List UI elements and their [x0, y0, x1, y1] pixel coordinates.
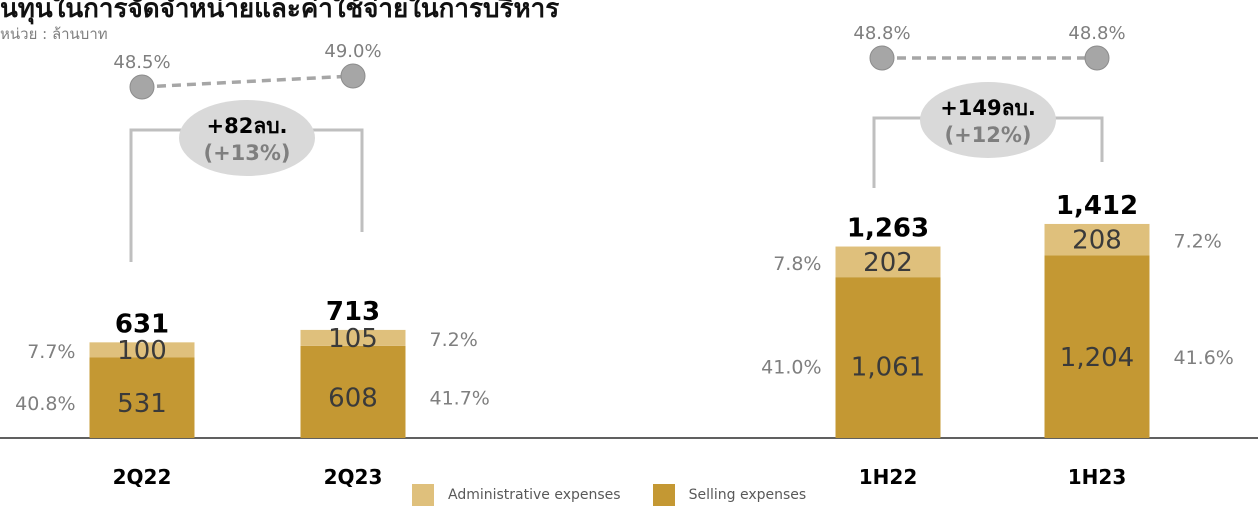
ratio-selling-1H22: 41.0%	[761, 357, 821, 379]
ratio-admin-1H22: 7.8%	[773, 253, 821, 275]
change-pct-0: (+13%)	[203, 141, 290, 165]
change-amount-0: +82ลบ.	[207, 114, 288, 138]
ratio-point-0-0	[129, 74, 155, 100]
tick-label-1H23: 1H23	[1068, 465, 1127, 489]
label-total-1H22: 1,263	[847, 214, 929, 244]
label-total-1H23: 1,412	[1056, 191, 1138, 221]
change-pct-1: (+12%)	[944, 123, 1031, 147]
ratio-selling-2Q23: 41.7%	[430, 388, 490, 410]
label-selling-1H22: 1,061	[851, 353, 925, 383]
change-bubble-0	[179, 100, 315, 176]
label-selling-1H23: 1,204	[1060, 343, 1134, 373]
change-amount-1: +149ลบ.	[940, 96, 1036, 120]
label-admin-2Q23: 105	[328, 324, 378, 354]
ratio-label-0-1: 49.0%	[324, 41, 381, 62]
legend-item-admin: Administrative expenses	[412, 484, 621, 506]
legend: Administrative expenses Selling expenses	[412, 484, 838, 506]
label-selling-2Q23: 608	[328, 384, 378, 414]
legend-label-selling: Selling expenses	[688, 487, 807, 503]
legend-label-admin: Administrative expenses	[448, 487, 621, 503]
ratio-point-0-1	[340, 63, 366, 89]
label-total-2Q22: 631	[115, 309, 169, 339]
ratio-selling-2Q22: 40.8%	[15, 393, 75, 415]
ratio-admin-2Q23: 7.2%	[430, 329, 478, 351]
ratio-label-0-0: 48.5%	[113, 52, 170, 73]
unit-label: หน่วย : ล้านบาท	[0, 25, 108, 43]
ratio-label-1-0: 48.8%	[853, 23, 910, 44]
label-admin-1H22: 202	[863, 248, 913, 278]
label-total-2Q23: 713	[326, 297, 380, 327]
change-bubble-1	[920, 82, 1056, 158]
ratio-point-1-0	[869, 45, 895, 71]
tick-label-2Q22: 2Q22	[113, 465, 172, 489]
ratio-label-1-1: 48.8%	[1068, 23, 1125, 44]
tick-label-2Q23: 2Q23	[324, 465, 383, 489]
legend-item-selling: Selling expenses	[652, 484, 807, 506]
bar-selling-2Q22	[89, 357, 195, 438]
bar-selling-1H23	[1044, 255, 1150, 438]
bar-selling-2Q23	[300, 345, 406, 438]
ratio-admin-1H23: 7.2%	[1174, 231, 1222, 253]
bar-admin-2Q22	[89, 342, 195, 358]
label-selling-2Q22: 531	[117, 389, 167, 419]
bar-admin-1H23	[1044, 223, 1150, 256]
chart-title: นทุนในการจัดจำหน่ายและค่าใช้จ่ายในการบริ…	[0, 0, 560, 24]
legend-swatch-admin	[412, 484, 434, 506]
ratio-admin-2Q22: 7.7%	[27, 341, 75, 363]
label-admin-1H23: 208	[1072, 226, 1122, 256]
bar-admin-2Q23	[300, 329, 406, 346]
ratio-selling-1H23: 41.6%	[1174, 347, 1234, 369]
legend-swatch-selling	[652, 484, 675, 506]
bar-admin-1H22	[835, 246, 941, 278]
label-admin-2Q22: 100	[117, 336, 167, 366]
tick-label-1H22: 1H22	[859, 465, 918, 489]
bar-selling-1H22	[835, 277, 941, 438]
ratio-point-1-1	[1084, 45, 1110, 71]
ratio-line-0	[141, 74, 354, 89]
